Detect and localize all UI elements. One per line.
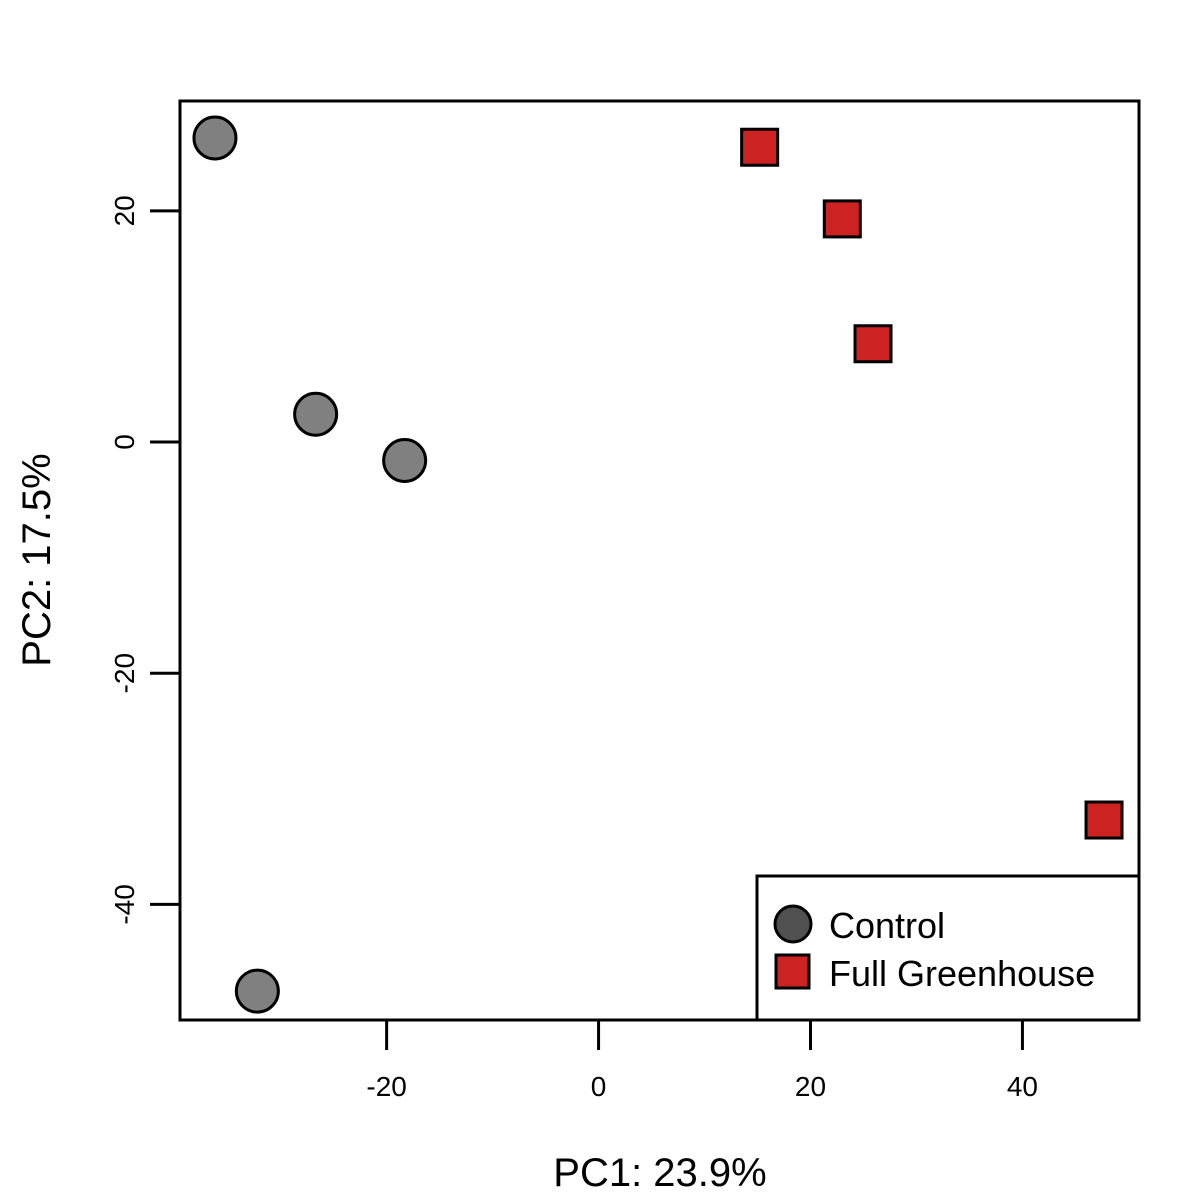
plot-frame	[178, 99, 1141, 1022]
x-tick-label: 40	[1007, 1071, 1038, 1102]
y-tick-label: -20	[109, 653, 140, 693]
control-point	[293, 391, 339, 437]
legend-full-greenhouse-label: Full Greenhouse	[829, 953, 1095, 994]
legend: Control Full Greenhouse	[755, 874, 1141, 1022]
full-greenhouse-point	[822, 199, 862, 239]
control-point	[234, 968, 280, 1014]
legend-control-marker	[773, 904, 813, 944]
full-greenhouse-point	[853, 324, 893, 364]
full-greenhouse-point	[740, 127, 780, 167]
y-tick-label: 0	[109, 434, 140, 450]
legend-full-greenhouse-marker	[774, 953, 811, 990]
data-points	[192, 115, 1124, 1014]
x-tick-label: -20	[366, 1071, 406, 1102]
y-tick-label: -40	[109, 884, 140, 924]
x-tick-label: 20	[795, 1071, 826, 1102]
y-axis-title: PC2: 17.5%	[15, 453, 59, 666]
legend-control-label: Control	[829, 905, 945, 946]
x-tick-label: 0	[591, 1071, 607, 1102]
legend-box	[755, 874, 1141, 1022]
control-point	[192, 115, 238, 161]
y-tick-label: 20	[109, 195, 140, 226]
y-axis: -40 -20 0 20	[109, 195, 180, 925]
x-axis: -20 0 20 40	[366, 1020, 1038, 1102]
full-greenhouse-point	[1084, 800, 1124, 840]
control-point	[382, 438, 428, 484]
x-axis-title: PC1: 23.9%	[553, 1151, 766, 1195]
